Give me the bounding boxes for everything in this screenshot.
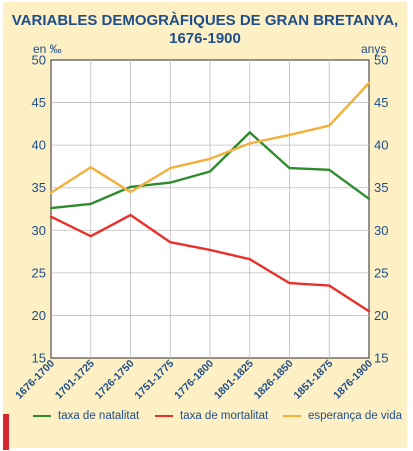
y-tick-right: 45 — [374, 95, 388, 110]
y-tick-left: 35 — [32, 180, 46, 195]
y-tick-left: 45 — [32, 95, 46, 110]
legend-swatch-mortalitat — [155, 415, 173, 417]
x-tick-label: 1726-1750 — [93, 358, 137, 402]
series-line-0 — [49, 131, 371, 210]
legend-label-mortalitat: taxa de mortalitat — [180, 410, 269, 422]
x-tick-label: 1851-1875 — [291, 358, 335, 402]
x-tick-label: 1751-1775 — [132, 358, 176, 402]
y-tick-right: 30 — [374, 223, 388, 238]
legend-swatch-esperanca — [283, 415, 301, 417]
chart-title: VARIABLES DEMOGRÀFIQUES DE GRAN BRETANYA… — [3, 12, 407, 48]
x-tick-label: 1701-1725 — [53, 358, 97, 402]
y-tick-right: 40 — [374, 138, 388, 153]
chart-frame: VARIABLES DEMOGRÀFIQUES DE GRAN BRETANYA… — [3, 2, 407, 450]
y-tick-right: 20 — [374, 308, 388, 323]
x-tick-label: 1826-1850 — [252, 358, 296, 402]
series-line-2 — [49, 81, 371, 195]
chart-title-line1: VARIABLES DEMOGRÀFIQUES DE GRAN BRETANYA… — [11, 12, 399, 29]
series-layer — [49, 81, 371, 313]
chart-title-line2: 1676-1900 — [169, 30, 241, 47]
y-tick-right: 35 — [374, 180, 388, 195]
right-axis-unit: anys — [361, 42, 386, 56]
legend-label-esperanca: esperança de vida — [308, 410, 402, 422]
y-tick-left: 30 — [32, 223, 46, 238]
y-tick-right: 15 — [374, 351, 388, 366]
y-tick-left: 40 — [32, 138, 46, 153]
y-tick-left: 15 — [32, 351, 46, 366]
x-tick-label: 1776-1800 — [172, 358, 216, 402]
legend-item-esperanca: esperança de vida — [283, 406, 402, 426]
y-tick-left: 20 — [32, 308, 46, 323]
y-tick-left: 50 — [32, 53, 46, 68]
left-axis-unit: en ‰ — [33, 42, 62, 56]
legend-label-natalitat: taxa de natalitat — [58, 410, 140, 422]
x-tick-label: 1801-1825 — [212, 358, 256, 402]
legend: taxa de natalitat taxa de mortalitat esp… — [33, 406, 403, 426]
legend-swatch-natalitat — [33, 415, 51, 417]
legend-item-mortalitat: taxa de mortalitat — [155, 406, 268, 426]
red-tab-marker — [3, 414, 9, 450]
y-tick-left: 25 — [32, 265, 46, 280]
legend-item-natalitat: taxa de natalitat — [33, 406, 139, 426]
grid-layer — [51, 60, 369, 358]
series-line-1 — [49, 213, 371, 313]
y-tick-right: 50 — [374, 53, 388, 68]
y-tick-right: 25 — [374, 265, 388, 280]
x-tick-label: 1876-1900 — [331, 358, 375, 402]
